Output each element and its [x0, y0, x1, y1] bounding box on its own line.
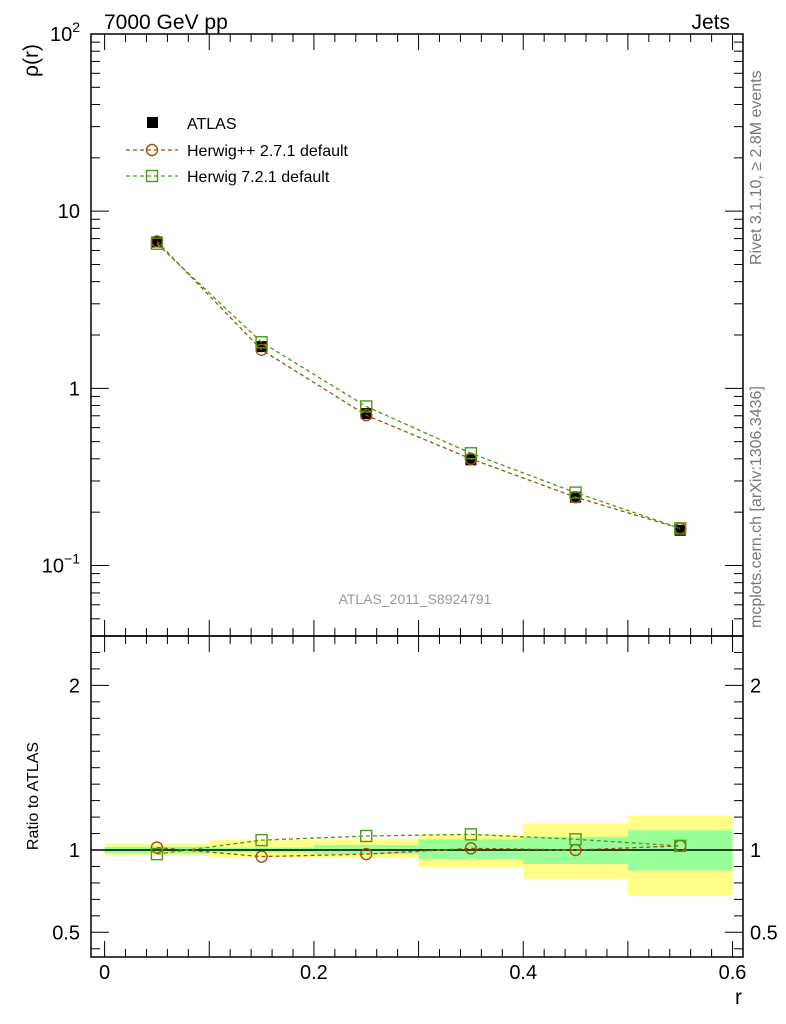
analysis-watermark: ATLAS_2011_S8924791 — [339, 591, 492, 607]
ratio-point-herwig7 — [674, 839, 687, 853]
x-axis-label: r — [735, 986, 742, 1009]
ratio-uncertainty-bands — [104, 815, 733, 896]
x-tick-label: 0.4 — [509, 962, 537, 984]
ratio-point-herwig7 — [569, 833, 582, 846]
y-tick-label: 1 — [69, 840, 80, 862]
x-tick-label: 0.2 — [300, 962, 328, 984]
y-tick-label: 1 — [69, 378, 80, 400]
x-tick-label: 0 — [99, 962, 110, 984]
legend-marker-herwigpp — [145, 143, 159, 157]
main-line — [156, 240, 681, 530]
main-point-atlas — [256, 341, 268, 353]
y-tick-label-right: 0.5 — [750, 922, 778, 944]
ratio-point-herwigpp — [150, 841, 164, 854]
legend-label-atlas: ATLAS — [187, 116, 237, 133]
x-tick-label: 0.6 — [719, 962, 747, 984]
main-point-atlas — [465, 454, 477, 466]
ratio-point-herwigpp — [360, 847, 373, 861]
ratio-point-herwigpp — [464, 842, 478, 855]
ratio-point-herwig7 — [464, 828, 478, 841]
ratio-line — [156, 845, 681, 858]
ratio-axes: 0 0.2 0.4 0.60.5 0.51 12 2 — [52, 635, 778, 984]
main-point-herwig7 — [464, 447, 478, 460]
ratio-series-group — [150, 828, 687, 863]
y-tick-label-right: 1 — [750, 840, 761, 862]
ratio-plot-frame — [90, 635, 744, 958]
main-point-herwig7 — [360, 400, 373, 413]
y-tick-label: 10 — [58, 201, 80, 223]
ratio-point-herwigpp — [255, 850, 268, 863]
y-tick-label: 0.5 — [52, 922, 80, 944]
ratio-point-herwig7 — [150, 847, 164, 861]
main-series-group — [150, 235, 687, 536]
ratio-y-axis-label: Ratio to ATLAS — [25, 742, 42, 850]
main-axes: 10−1 1 10 102 — [42, 19, 743, 637]
ratio-point-herwig7 — [255, 833, 268, 847]
legend-label-herwigpp: Herwig++ 2.7.1 default — [187, 143, 349, 160]
ratio-line — [156, 833, 681, 855]
header-left-label: 7000 GeV pp — [104, 11, 228, 34]
main-point-atlas — [360, 408, 372, 420]
rivet-version-label: Rivet 3.1.10, ≥ 2.8M events — [748, 70, 765, 265]
main-point-herwig7 — [674, 522, 687, 535]
main-y-axis-label: ρ(r) — [20, 44, 43, 77]
legend-label-herwig7: Herwig 7.2.1 default — [187, 169, 330, 186]
y-tick-label-right: 2 — [750, 675, 761, 697]
y-tick-label: 2 — [69, 675, 80, 697]
main-line — [156, 243, 681, 529]
y-tick-label: 10−1 — [42, 550, 80, 577]
legend: ATLAS Herwig++ 2.7.1 default Herwig 7.2.… — [126, 116, 349, 186]
stat-uncertainty-band — [418, 839, 524, 860]
main-point-herwig7 — [150, 237, 164, 250]
legend-marker-herwig7 — [145, 169, 159, 183]
main-point-herwig7 — [569, 486, 582, 499]
ratio-point-herwig7 — [360, 829, 373, 843]
main-point-herwigpp — [255, 343, 268, 357]
mcplots-reference-label: mcplots.cern.ch [arXiv:1306.3436] — [748, 386, 765, 628]
header-right-label: Jets — [691, 11, 730, 34]
y-tick-label: 102 — [50, 19, 80, 46]
main-point-atlas — [674, 524, 686, 536]
main-point-herwigpp — [360, 409, 373, 422]
main-point-herwig7 — [255, 336, 268, 349]
legend-marker-atlas — [147, 117, 158, 128]
